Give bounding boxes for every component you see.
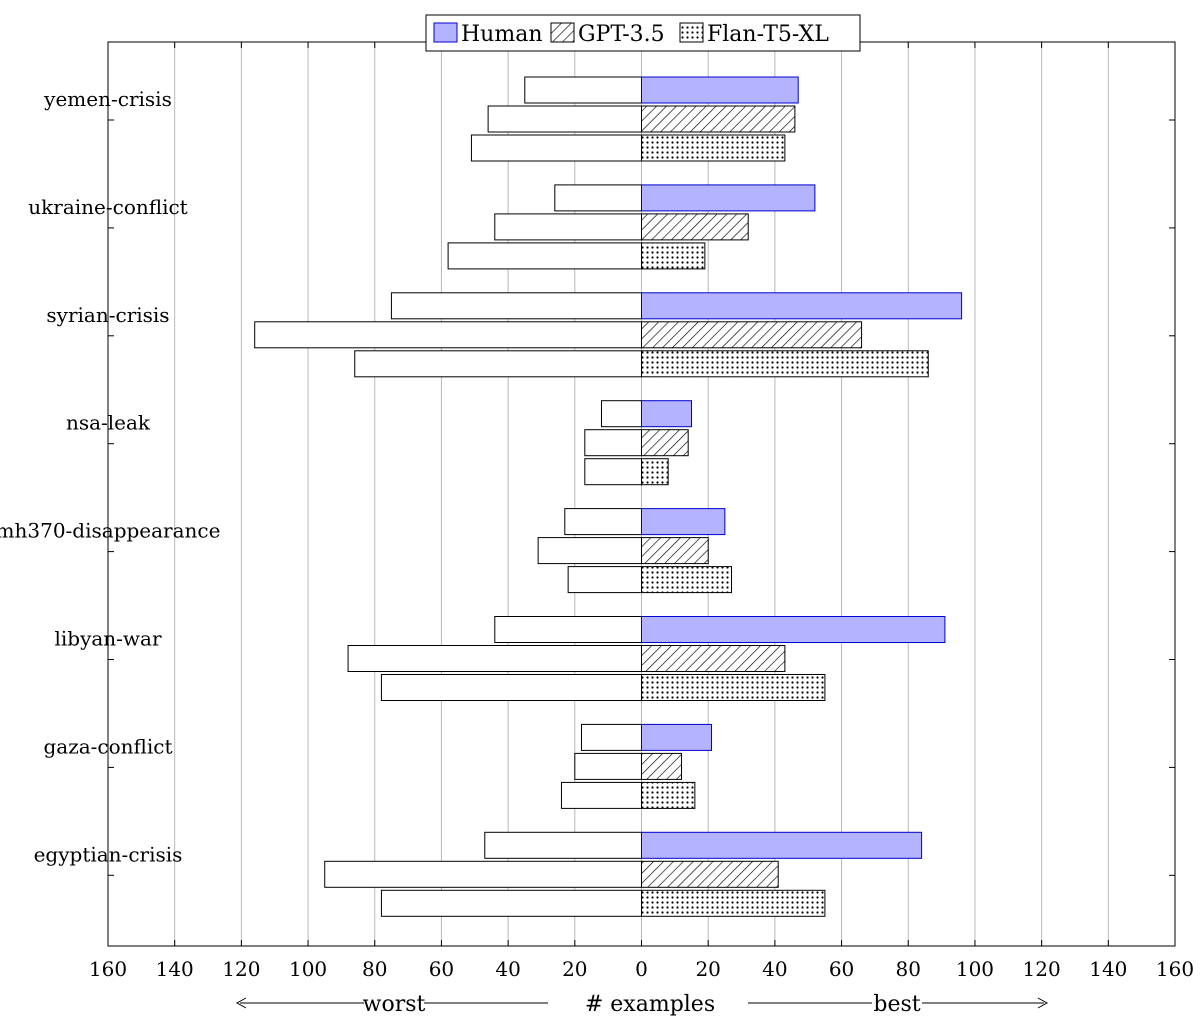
bar-worst	[447, 242, 643, 270]
x-tick-label: 140	[1089, 957, 1127, 981]
bar-best	[641, 105, 796, 133]
bar-worst	[380, 889, 642, 917]
x-tick-label: 120	[222, 957, 260, 981]
bar-best	[641, 213, 749, 241]
bar-best	[641, 184, 816, 212]
bar-worst	[584, 429, 642, 457]
category-label: nsa-leak	[66, 411, 151, 435]
legend: Human GPT-3.5 Flan-T5-XL	[425, 14, 861, 52]
bar-worst	[470, 134, 642, 162]
bar-best	[641, 508, 726, 536]
bar-worst	[574, 752, 642, 780]
worst-label: worst	[363, 992, 426, 1017]
best-arrow-head	[1037, 997, 1049, 1009]
bar-best	[641, 674, 826, 701]
legend-swatch	[550, 22, 575, 43]
bar-best	[641, 400, 693, 428]
bar-best	[641, 458, 669, 486]
bar-best	[641, 616, 946, 643]
bar-best	[641, 537, 709, 565]
bar-worst	[487, 105, 642, 133]
x-tick-label: 40	[495, 957, 520, 981]
x-tick-label: 120	[1023, 957, 1061, 981]
bar-best	[641, 242, 706, 270]
bar-best	[641, 781, 696, 809]
x-tick-label: 160	[89, 957, 127, 981]
x-tick-label: 20	[695, 957, 720, 981]
bar-worst	[494, 616, 642, 643]
bar-worst	[560, 781, 642, 809]
category-label: syrian-crisis	[46, 303, 169, 327]
bar-best	[641, 860, 779, 888]
bar-worst	[564, 508, 643, 536]
category-label: mh370-disappearance	[0, 519, 220, 543]
x-tick-label: 40	[762, 957, 787, 981]
bar-best	[641, 566, 733, 594]
grid-lines	[174, 42, 1109, 946]
x-tick-label: 100	[289, 957, 327, 981]
bar-best	[641, 723, 713, 751]
bar-worst	[347, 645, 642, 672]
bar-worst	[600, 400, 642, 428]
bar-worst	[554, 184, 643, 212]
bar-worst	[354, 350, 642, 378]
bar-best	[641, 321, 863, 349]
best-label: best	[873, 992, 920, 1017]
legend-box	[425, 14, 861, 52]
category-label: ukraine-conflict	[28, 195, 187, 219]
bar-worst	[254, 321, 642, 349]
bar-worst	[484, 831, 642, 859]
bar-best	[641, 645, 786, 672]
x-tick-label: 160	[1156, 957, 1194, 981]
bar-best	[641, 76, 799, 104]
x-tick-label: 80	[362, 957, 387, 981]
bar-worst	[390, 292, 642, 320]
bar-best	[641, 292, 963, 320]
category-label: egyptian-crisis	[34, 842, 183, 866]
bar-worst	[567, 566, 642, 594]
legend-label: Flan-T5-XL	[707, 22, 829, 47]
legend-label: GPT-3.5	[578, 22, 665, 47]
x-tick-label: 140	[156, 957, 194, 981]
x-tick-label: 60	[829, 957, 854, 981]
bar-best	[641, 350, 929, 378]
x-tick-label: 100	[956, 957, 994, 981]
bar-worst	[537, 537, 643, 565]
bar-best	[641, 429, 689, 457]
bar-worst	[584, 458, 642, 486]
x-axis-label: # examples	[585, 992, 715, 1017]
x-tick-label: 20	[562, 957, 587, 981]
bar-best	[641, 752, 683, 780]
x-tick-label: 80	[896, 957, 921, 981]
category-label: yemen-crisis	[43, 87, 172, 111]
x-axis-title: worst # examples best	[235, 992, 1049, 1017]
category-label: gaza-conflict	[43, 734, 172, 758]
bar-best	[641, 889, 826, 917]
bar-worst	[524, 76, 642, 104]
legend-swatch	[433, 22, 458, 43]
legend-swatch	[679, 22, 704, 43]
bars	[254, 76, 963, 917]
bar-worst	[380, 674, 642, 701]
x-tick-label: 0	[635, 957, 648, 981]
axis-labels: 160 140 120 100 80 60 40 20 0 20 40 60 80 100 120 140 16…	[0, 87, 1194, 981]
category-label: libyan-war	[54, 627, 162, 651]
bar-worst	[580, 723, 643, 751]
worst-arrow-head	[235, 997, 247, 1009]
x-tick-label: 60	[429, 957, 454, 981]
bar-worst	[494, 213, 642, 241]
bar-worst	[324, 860, 642, 888]
bar-best	[641, 831, 923, 859]
legend-label: Human	[461, 22, 543, 47]
bar-best	[641, 134, 786, 162]
